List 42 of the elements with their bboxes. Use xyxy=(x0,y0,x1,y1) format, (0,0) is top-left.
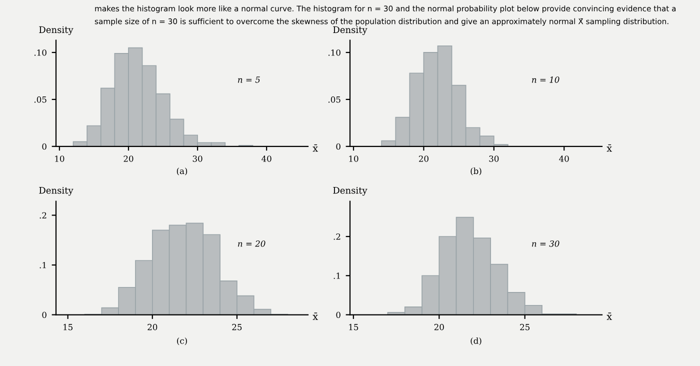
x-tick-label: 10 xyxy=(55,156,64,162)
x-tick-label: 15 xyxy=(64,324,72,330)
y-tick-label: .2 xyxy=(334,233,340,240)
y-tick-label: .05 xyxy=(34,96,46,103)
y-axis-title: Density xyxy=(333,26,368,35)
x-axis-title: x̄ xyxy=(312,312,318,320)
x-tick-label: 40 xyxy=(559,156,569,162)
x-tick-label: 25 xyxy=(520,324,530,330)
x-tick-label: 20 xyxy=(124,156,134,162)
y-tick-label: .1 xyxy=(40,262,46,268)
x-tick-label: 20 xyxy=(418,156,428,162)
x-tick-label: 40 xyxy=(262,156,272,162)
x-tick-label: 15 xyxy=(349,324,358,330)
annotation: n = 30 xyxy=(532,240,560,247)
x-tick-label: 30 xyxy=(192,156,202,162)
y-tick-label: .10 xyxy=(34,49,46,56)
y-tick-label: .2 xyxy=(40,212,46,219)
y-tick-label: .10 xyxy=(328,49,340,56)
y-axis-title: Density xyxy=(39,26,74,35)
y-tick-label: .05 xyxy=(328,96,340,103)
y-tick-label: .1 xyxy=(334,272,340,279)
text: (a) xyxy=(176,168,188,176)
x-tick-label: 30 xyxy=(489,156,499,162)
x-tick-label: 20 xyxy=(434,324,444,330)
x-axis-title: x̄ xyxy=(606,312,612,320)
x-axis-title: x̄ xyxy=(312,144,318,152)
x-tick-label: 20 xyxy=(148,324,158,330)
text: (c) xyxy=(177,337,187,346)
x-tick-label: 10 xyxy=(349,156,358,162)
y-axis-title: Density xyxy=(39,186,74,196)
text: (d) xyxy=(470,337,482,346)
y-axis-title: Density xyxy=(333,186,368,196)
x-axis-title: x̄ xyxy=(606,144,612,152)
x-tick-label: 25 xyxy=(232,324,242,330)
y-tick-label: 0 xyxy=(336,143,340,150)
y-tick-label: 0 xyxy=(42,312,46,318)
annotation: n = 10 xyxy=(532,76,560,83)
annotation: n = 20 xyxy=(238,240,266,247)
y-tick-label: 0 xyxy=(336,312,340,318)
text: (b) xyxy=(470,168,482,176)
annotation: n = 5 xyxy=(238,76,260,83)
y-tick-label: 0 xyxy=(42,143,46,150)
